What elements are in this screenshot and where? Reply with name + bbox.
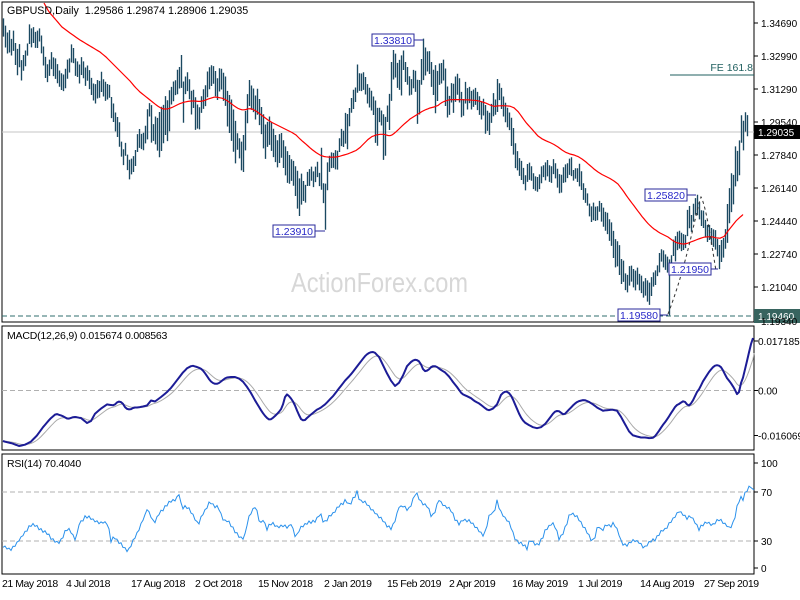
svg-text:4 Jul 2018: 4 Jul 2018 xyxy=(66,578,111,590)
svg-text:1.34690: 1.34690 xyxy=(761,19,798,30)
svg-text:1.25820: 1.25820 xyxy=(647,190,685,202)
svg-text:1.22740: 1.22740 xyxy=(761,250,798,261)
svg-text:0.00: 0.00 xyxy=(758,387,778,398)
svg-text:2 Oct 2018: 2 Oct 2018 xyxy=(195,578,242,590)
svg-text:1.24440: 1.24440 xyxy=(761,217,798,228)
svg-text:1.21040: 1.21040 xyxy=(761,283,798,294)
svg-text:27 Sep 2019: 27 Sep 2019 xyxy=(704,578,759,590)
svg-text:2 Jan 2019: 2 Jan 2019 xyxy=(324,578,372,590)
svg-text:30: 30 xyxy=(761,537,773,548)
svg-text:1.26140: 1.26140 xyxy=(761,184,798,195)
svg-text:MACD(12,26,9) 0.015674 0.00856: MACD(12,26,9) 0.015674 0.008563 xyxy=(7,330,168,342)
svg-text:21 May 2018: 21 May 2018 xyxy=(2,578,58,590)
svg-text:70: 70 xyxy=(761,488,773,499)
svg-text:1.29540: 1.29540 xyxy=(761,118,798,129)
svg-text:1.33810: 1.33810 xyxy=(374,35,412,47)
svg-text:FE 161.8: FE 161.8 xyxy=(710,62,753,74)
svg-text:15 Nov 2018: 15 Nov 2018 xyxy=(258,578,313,590)
svg-text:1 Jul 2019: 1 Jul 2019 xyxy=(578,578,623,590)
svg-text:1.32990: 1.32990 xyxy=(761,52,798,63)
svg-text:RSI(14) 70.4040: RSI(14) 70.4040 xyxy=(7,458,81,470)
svg-text:2 Apr 2019: 2 Apr 2019 xyxy=(449,578,496,590)
svg-text:1.19340: 1.19340 xyxy=(761,317,798,328)
svg-text:-0.016069: -0.016069 xyxy=(758,432,800,443)
svg-text:1.27840: 1.27840 xyxy=(761,151,798,162)
svg-text:1.31290: 1.31290 xyxy=(761,85,798,96)
svg-text:GBPUSD,Daily 1.29586 1.29874: GBPUSD,Daily 1.29586 1.29874 1.28906 1.2… xyxy=(7,5,248,17)
svg-text:15 Feb 2019: 15 Feb 2019 xyxy=(387,578,442,590)
svg-text:1.21950: 1.21950 xyxy=(671,264,709,276)
svg-text:ActionForex.com: ActionForex.com xyxy=(291,267,468,298)
svg-text:16 May 2019: 16 May 2019 xyxy=(512,578,568,590)
svg-text:0.017185: 0.017185 xyxy=(758,337,800,348)
svg-text:17 Aug 2018: 17 Aug 2018 xyxy=(131,578,186,590)
svg-text:1.19460: 1.19460 xyxy=(758,312,795,323)
svg-text:14 Aug 2019: 14 Aug 2019 xyxy=(640,578,695,590)
svg-text:1.19580: 1.19580 xyxy=(620,310,658,322)
svg-text:100: 100 xyxy=(761,459,778,470)
svg-text:0: 0 xyxy=(761,564,767,575)
svg-text:1.29035: 1.29035 xyxy=(758,128,795,139)
svg-text:1.23910: 1.23910 xyxy=(275,226,313,238)
